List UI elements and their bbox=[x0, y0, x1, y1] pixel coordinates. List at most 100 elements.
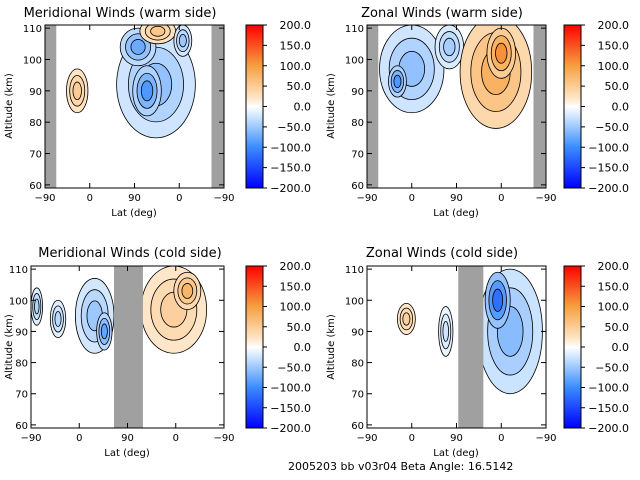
panel-title: Zonal Winds (warm side) bbox=[361, 6, 523, 21]
colorbar-tick-label: −200.0 bbox=[270, 182, 311, 195]
x-tick-label: 0 bbox=[498, 433, 504, 444]
x-tick-label: 0 bbox=[409, 433, 415, 444]
colorbar-tick-label: 100.0 bbox=[280, 60, 312, 73]
colorbar-tick-label: −200.0 bbox=[588, 422, 629, 435]
contour-fill bbox=[379, 25, 533, 129]
y-tick-label: 110 bbox=[345, 265, 364, 276]
contour-region bbox=[495, 42, 508, 64]
colorbar-tick-label: −50.0 bbox=[277, 121, 311, 134]
y-tick-label: 60 bbox=[15, 421, 28, 432]
x-tick-label: 90 bbox=[128, 193, 141, 204]
plot-area: 60 70 80 90 100 110 −90 0 90 0 −90 bbox=[23, 24, 235, 204]
colorbar-tick-label: 150.0 bbox=[280, 280, 312, 293]
colorbar-scale bbox=[563, 24, 582, 189]
contour-region bbox=[34, 298, 40, 315]
colorbar-scale bbox=[563, 265, 582, 429]
x-axis-label: Lat (deg) bbox=[433, 448, 479, 459]
y-tick-label: 80 bbox=[15, 359, 28, 370]
contour-region bbox=[492, 288, 504, 312]
y-tick-label: 60 bbox=[351, 421, 364, 432]
masked-region bbox=[367, 25, 379, 188]
y-tick-label: 100 bbox=[9, 296, 28, 307]
x-tick-label: −90 bbox=[535, 433, 556, 444]
x-tick-label: −90 bbox=[356, 193, 377, 204]
colorbar-tick-label: −100.0 bbox=[588, 382, 629, 395]
contour-region bbox=[393, 74, 402, 89]
y-tick-label: 70 bbox=[351, 150, 364, 161]
y-tick-label: 80 bbox=[29, 118, 42, 129]
y-tick-label: 90 bbox=[351, 327, 364, 338]
contour-fill bbox=[66, 25, 196, 139]
y-tick-label: 60 bbox=[29, 181, 42, 192]
colorbar-tick-label: 0.0 bbox=[294, 101, 312, 114]
colorbar: 200.0 150.0 100.0 50.0 0.0 −50.0 −100.0 −150.0 −… bbox=[563, 19, 630, 195]
colorbar-tick-label: −200.0 bbox=[588, 182, 629, 195]
contour-region bbox=[181, 283, 194, 299]
masked-region bbox=[533, 25, 546, 188]
panel-meridional-cold: Meridional Winds (cold side) 60 70 80 90 100… bbox=[4, 246, 311, 459]
x-axis-label: Lat (deg) bbox=[104, 448, 150, 459]
contour-region bbox=[72, 81, 82, 101]
colorbar-tick-label: 150.0 bbox=[280, 39, 312, 52]
x-tick-label: 0 bbox=[173, 433, 179, 444]
masked-region bbox=[45, 25, 57, 188]
colorbar-tick-label: 200.0 bbox=[598, 260, 630, 273]
y-tick-label: 110 bbox=[9, 265, 28, 276]
x-tick-label: −90 bbox=[213, 193, 234, 204]
x-tick-label: 0 bbox=[498, 193, 504, 204]
contour-region bbox=[442, 321, 450, 342]
x-axis-label: Lat (deg) bbox=[433, 208, 479, 219]
contour-region bbox=[140, 80, 154, 102]
x-axis-label: Lat (deg) bbox=[111, 208, 157, 219]
masked-region bbox=[211, 25, 224, 188]
x-tick-label: −90 bbox=[20, 433, 41, 444]
colorbar-tick-label: −50.0 bbox=[277, 361, 311, 374]
colorbar-tick-label: −50.0 bbox=[595, 121, 629, 134]
contour-region bbox=[150, 25, 166, 37]
x-tick-label: −90 bbox=[34, 193, 55, 204]
y-tick-label: 80 bbox=[351, 359, 364, 370]
colorbar-tick-label: −150.0 bbox=[588, 162, 629, 175]
plot-area: 60 70 80 90 100 110 −90 0 90 0 −90 bbox=[345, 24, 557, 204]
colorbar-tick-label: −50.0 bbox=[595, 361, 629, 374]
x-tick-label: 90 bbox=[450, 193, 463, 204]
colorbar-tick-label: 200.0 bbox=[598, 19, 630, 32]
y-tick-label: 110 bbox=[23, 24, 42, 35]
colorbar-scale bbox=[245, 265, 264, 429]
y-tick-label: 80 bbox=[351, 118, 364, 129]
colorbar-tick-label: 150.0 bbox=[598, 280, 630, 293]
panel-zonal-cold: Zonal Winds (cold side) 60 70 80 90 100 110 −9… bbox=[326, 246, 629, 459]
colorbar: 200.0 150.0 100.0 50.0 0.0 −50.0 −100.0 −150.0 −… bbox=[245, 260, 312, 435]
colorbar-tick-label: 0.0 bbox=[612, 341, 630, 354]
contour-region bbox=[130, 39, 146, 55]
x-tick-label: 90 bbox=[450, 433, 463, 444]
x-tick-label: 0 bbox=[409, 193, 415, 204]
masked-region bbox=[458, 266, 484, 428]
colorbar-tick-label: 100.0 bbox=[280, 301, 312, 314]
y-tick-label: 70 bbox=[351, 390, 364, 401]
colorbar-tick-label: 50.0 bbox=[605, 80, 630, 93]
x-tick-label: 0 bbox=[76, 433, 82, 444]
panel-title: Meridional Winds (warm side) bbox=[24, 6, 217, 21]
colorbar-tick-label: −100.0 bbox=[270, 382, 311, 395]
y-tick-label: 90 bbox=[351, 87, 364, 98]
colorbar-tick-label: 100.0 bbox=[598, 301, 630, 314]
contour-region bbox=[54, 311, 62, 327]
y-axis-label: Altitude (km) bbox=[326, 73, 337, 139]
contour-region bbox=[178, 34, 187, 48]
plot-area: 60 70 80 90 100 110 −90 0 90 0 −90 bbox=[345, 265, 557, 444]
x-tick-label: 0 bbox=[176, 193, 182, 204]
y-tick-label: 100 bbox=[23, 55, 42, 66]
colorbar-tick-label: −150.0 bbox=[588, 402, 629, 415]
footer-caption: 2005203 bb v03r04 Beta Angle: 16.5142 bbox=[288, 460, 513, 473]
y-tick-label: 90 bbox=[29, 87, 42, 98]
y-axis-label: Altitude (km) bbox=[4, 314, 15, 380]
panel-zonal-warm: Zonal Winds (warm side) 60 70 80 90 100 110 −9… bbox=[326, 6, 629, 219]
colorbar-tick-label: −150.0 bbox=[270, 402, 311, 415]
colorbar-tick-label: 200.0 bbox=[280, 19, 312, 32]
y-tick-label: 110 bbox=[345, 24, 364, 35]
y-tick-label: 60 bbox=[351, 181, 364, 192]
contour-region bbox=[100, 323, 108, 340]
colorbar-tick-label: 150.0 bbox=[598, 39, 630, 52]
colorbar-tick-label: −200.0 bbox=[270, 422, 311, 435]
